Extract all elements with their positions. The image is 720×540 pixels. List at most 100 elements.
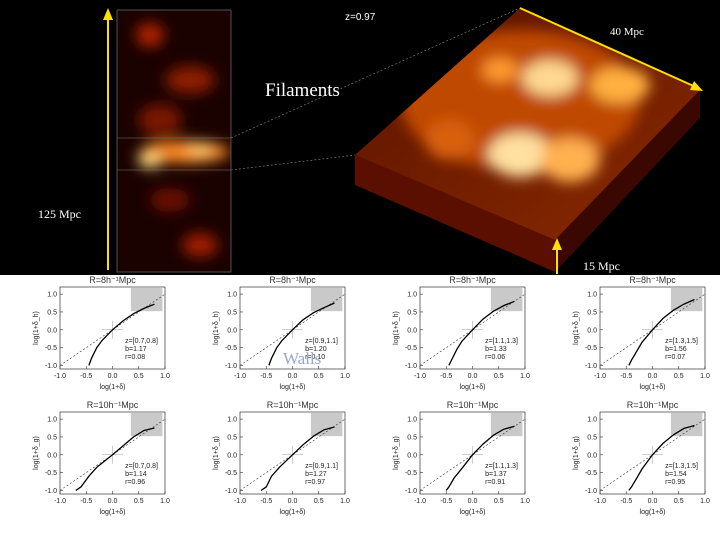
- y-tick-label: 0.0: [47, 452, 57, 459]
- x-tick-label: 0.5: [134, 373, 144, 380]
- relation-curve: [88, 303, 155, 366]
- height-label: 125 Mpc: [38, 207, 81, 221]
- x-tick-label: 1.0: [520, 373, 530, 380]
- panel-annotation: b=1.37: [485, 471, 507, 478]
- panel-annotation: r=0.10: [305, 354, 325, 361]
- y-tick-label: 0.0: [47, 327, 57, 334]
- volume-left: [116, 9, 232, 273]
- x-tick-label: 0.0: [468, 498, 478, 505]
- x-tick-label: 0.0: [288, 373, 298, 380]
- y-tick-label: -1.0: [405, 488, 417, 495]
- panel-annotation: z=[0.7,0.8]: [125, 338, 158, 345]
- x-axis-label: log(1+δ): [640, 384, 666, 391]
- y-axis-label: log(1+δ_h): [393, 311, 400, 345]
- x-tick-label: 0.5: [494, 373, 504, 380]
- x-tick-label: -1.0: [594, 373, 606, 380]
- panel-title: R=8h⁻¹Mpc: [89, 275, 136, 285]
- panel-annotation: r=0.06: [485, 354, 505, 361]
- y-tick-label: -1.0: [45, 363, 57, 370]
- y-tick-label: 1.0: [227, 292, 237, 299]
- y-axis-label: log(1+δ_h): [33, 311, 40, 345]
- x-tick-label: 0.0: [648, 498, 658, 505]
- panel-title: R=10h⁻¹Mpc: [87, 400, 139, 410]
- y-tick-label: 0.5: [587, 434, 597, 441]
- x-axis-label: log(1+δ): [100, 384, 126, 391]
- y-tick-label: 0.0: [587, 452, 597, 459]
- panel-annotation: b=1.17: [125, 346, 147, 353]
- scatter-region: [310, 413, 343, 437]
- relation-curve: [268, 302, 335, 366]
- y-tick-label: -0.5: [45, 345, 57, 352]
- reference-diagonal: [419, 418, 526, 491]
- x-tick-label: -0.5: [620, 373, 632, 380]
- y-tick-label: -1.0: [225, 488, 237, 495]
- x-tick-label: 0.5: [674, 498, 684, 505]
- panel-title: R=8h⁻¹Mpc: [449, 275, 496, 285]
- panel-title: R=8h⁻¹Mpc: [269, 275, 316, 285]
- y-tick-label: -0.5: [225, 470, 237, 477]
- y-tick-label: 1.0: [587, 417, 597, 424]
- panel-annotation: z=[1.3,1.5]: [665, 338, 698, 345]
- scatter-region: [490, 288, 523, 312]
- panel-annotation: b=1.20: [305, 346, 327, 353]
- y-tick-label: 0.5: [587, 309, 597, 316]
- x-tick-label: 1.0: [700, 498, 710, 505]
- reference-diagonal: [599, 293, 706, 366]
- y-tick-label: 0.5: [47, 309, 57, 316]
- y-tick-label: 1.0: [587, 292, 597, 299]
- filaments-label: Filaments: [265, 80, 340, 101]
- panel-title: R=10h⁻¹Mpc: [627, 400, 679, 410]
- x-tick-label: -0.5: [260, 498, 272, 505]
- panel-annotation: b=1.56: [665, 346, 687, 353]
- x-tick-label: -0.5: [620, 498, 632, 505]
- reference-diagonal: [59, 293, 166, 366]
- y-tick-label: 0.5: [227, 309, 237, 316]
- scatter-region: [670, 413, 703, 437]
- y-axis-label: log(1+δ_h): [213, 311, 220, 345]
- x-tick-label: 0.0: [468, 373, 478, 380]
- panel-annotation: b=1.27: [305, 471, 327, 478]
- panel-title: R=8h⁻¹Mpc: [629, 275, 676, 285]
- redshift-label: z=0.97: [345, 12, 376, 23]
- x-tick-label: 1.0: [160, 498, 170, 505]
- y-tick-label: -0.5: [405, 345, 417, 352]
- panel-annotation: z=[1.1,1.3]: [485, 338, 518, 345]
- x-tick-label: 1.0: [340, 373, 350, 380]
- relation-curve: [445, 425, 515, 491]
- y-axis-label: log(1+δ_g): [393, 436, 400, 470]
- y-axis-label: log(1+δ_g): [33, 436, 40, 470]
- width-label: 40 Mpc: [610, 26, 644, 38]
- reference-diagonal: [59, 418, 166, 491]
- panel-annotation: r=0.07: [665, 354, 685, 361]
- x-tick-label: -0.5: [440, 498, 452, 505]
- reference-diagonal: [239, 418, 346, 491]
- y-tick-label: 1.0: [47, 292, 57, 299]
- panel-annotation: r=0.96: [125, 479, 145, 486]
- x-tick-label: 0.5: [314, 373, 324, 380]
- panel-annotation: z=[0.9,1.1]: [305, 338, 338, 345]
- panel-annotation: r=0.08: [125, 354, 145, 361]
- y-tick-label: 0.5: [407, 434, 417, 441]
- panel-annotation: z=[1.3,1.5]: [665, 463, 698, 470]
- x-axis-label: log(1+δ): [460, 509, 486, 516]
- y-tick-label: 0.0: [227, 327, 237, 334]
- x-tick-label: 1.0: [160, 373, 170, 380]
- x-tick-label: -0.5: [80, 373, 92, 380]
- panel-annotation: z=[0.9,1.1]: [305, 463, 338, 470]
- y-tick-label: 0.5: [407, 309, 417, 316]
- panel-annotation: z=[0.7,0.8]: [125, 463, 158, 470]
- panel-annotation: b=1.14: [125, 471, 147, 478]
- x-tick-label: 0.5: [674, 373, 684, 380]
- x-tick-label: 1.0: [340, 498, 350, 505]
- scatter-region: [130, 413, 163, 437]
- y-tick-label: 1.0: [407, 417, 417, 424]
- relation-curve: [628, 298, 695, 366]
- panel-annotation: r=0.97: [305, 479, 325, 486]
- x-tick-label: -1.0: [594, 498, 606, 505]
- y-tick-label: -1.0: [45, 488, 57, 495]
- y-tick-label: 0.0: [587, 327, 597, 334]
- x-tick-label: 0.5: [134, 498, 144, 505]
- x-tick-label: 1.0: [700, 373, 710, 380]
- x-tick-label: 1.0: [520, 498, 530, 505]
